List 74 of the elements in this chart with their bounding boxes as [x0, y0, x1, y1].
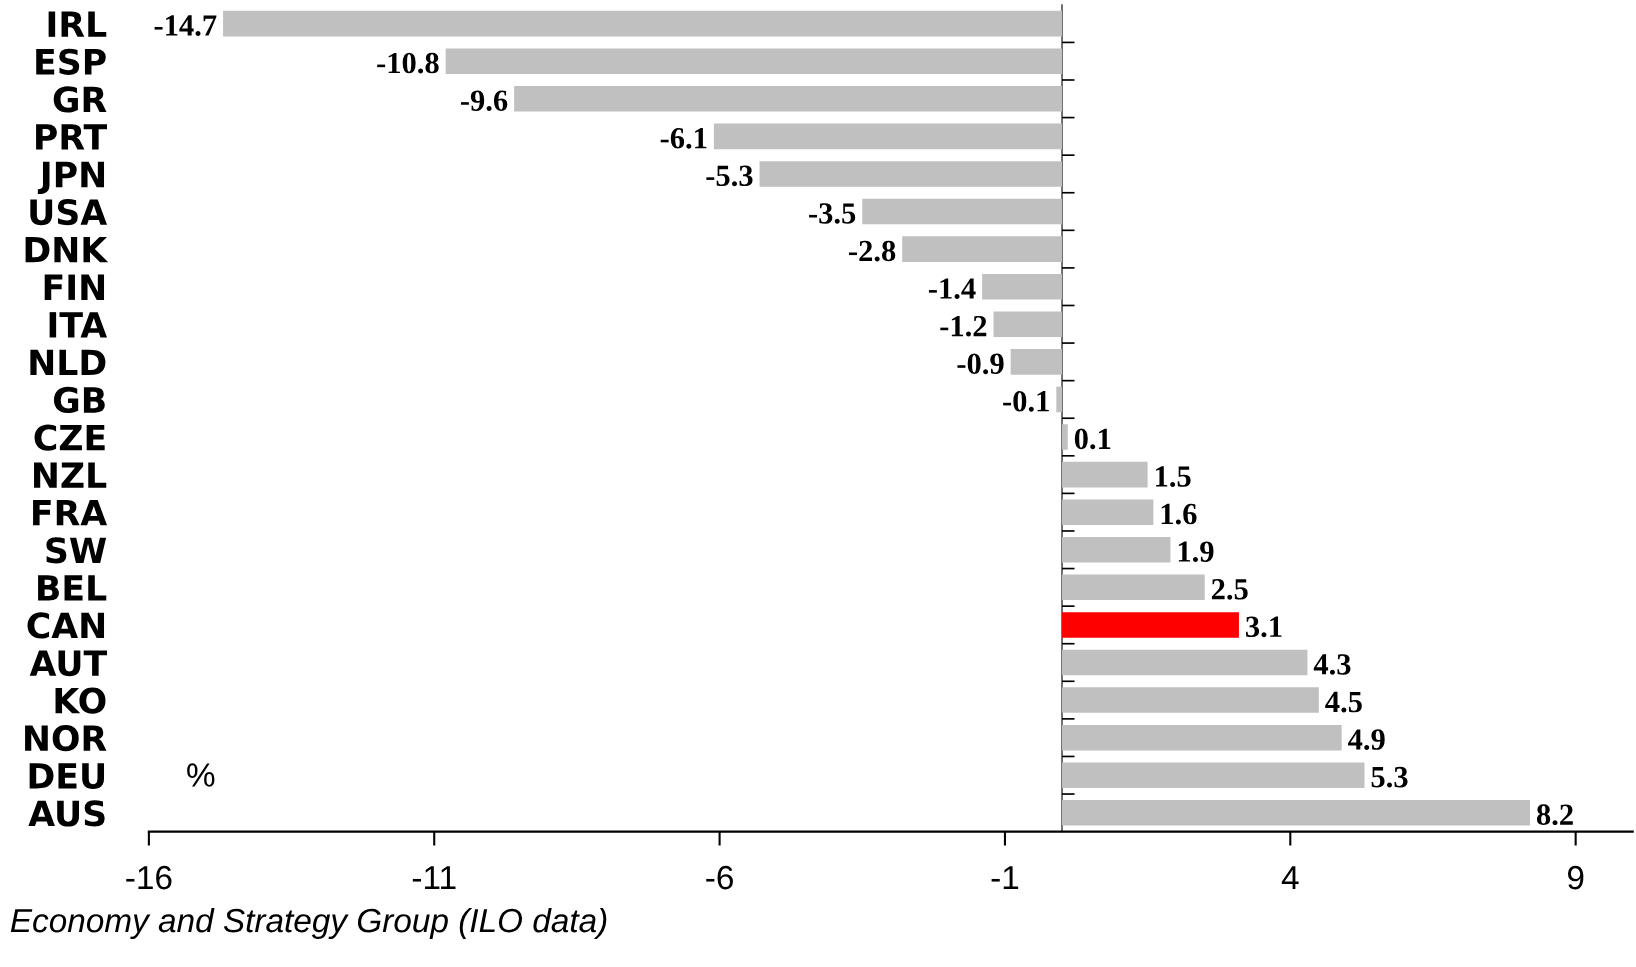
data-label: -14.7	[154, 15, 217, 36]
y-tick-label: KO	[55, 687, 106, 714]
x-tick-label: -6	[706, 865, 733, 890]
data-label: -1.4	[928, 278, 976, 299]
data-label: -5.3	[706, 165, 753, 187]
data-label: -3.5	[809, 203, 856, 224]
bar	[862, 198, 1063, 225]
y-tick-label: IRL	[48, 11, 107, 37]
y-tick-label: NZL	[34, 462, 107, 488]
data-label: -6.1	[660, 127, 707, 149]
data-label: 2.5	[1211, 578, 1248, 600]
y-tick-label: FIN	[44, 274, 105, 300]
data-label: -0.1	[1003, 390, 1049, 412]
x-tick-label: 9	[1567, 865, 1584, 890]
bar	[1062, 499, 1154, 525]
y-tick-label: SW	[46, 537, 107, 564]
bar	[902, 236, 1063, 262]
annotation: %	[187, 763, 215, 787]
bar	[1062, 536, 1171, 563]
y-tick-label: ESP	[36, 48, 106, 75]
data-label: 4.3	[1313, 654, 1351, 675]
bar	[223, 10, 1063, 37]
data-label: -9.6	[460, 90, 508, 112]
x-tick-label: -16	[126, 865, 172, 890]
y-tick-label: JPN	[37, 161, 105, 195]
data-label: -0.9	[957, 353, 1004, 375]
x-tick-label: -11	[412, 866, 456, 890]
y-tick-label: PRT	[36, 124, 108, 150]
y-tick-label: DEU	[29, 763, 105, 789]
data-label: -10.8	[377, 52, 439, 74]
data-label: 3.1	[1246, 616, 1282, 638]
bar	[1056, 386, 1063, 413]
data-label: 1.9	[1178, 541, 1214, 563]
y-tick-label: USA	[30, 198, 108, 226]
bar	[1062, 800, 1530, 826]
y-tick-label: GB	[53, 386, 105, 414]
bar	[993, 311, 1063, 338]
bar	[445, 48, 1063, 74]
bar	[1062, 762, 1365, 789]
data-label: 1.5	[1156, 466, 1191, 487]
data-label: -2.8	[849, 240, 896, 262]
y-tick-label: CZE	[34, 424, 105, 451]
bar	[1062, 612, 1239, 638]
bar	[1062, 687, 1319, 713]
y-tick-label: ITA	[49, 312, 108, 338]
y-tick-label: NLD	[30, 349, 106, 376]
y-tick-label: AUT	[29, 650, 108, 677]
bar	[1062, 724, 1342, 751]
data-label: 0.1	[1074, 428, 1111, 450]
y-tick-label: CAN	[27, 612, 105, 639]
bar	[1062, 649, 1308, 676]
data-label: 4.5	[1325, 691, 1362, 713]
data-label: -1.2	[940, 315, 987, 337]
text: Economy and Strategy Group (ILO data)	[10, 907, 607, 940]
x-tick-label: -1	[991, 866, 1019, 890]
y-tick-label: FRA	[33, 500, 108, 526]
y-tick-label: NOR	[25, 725, 107, 752]
data-label: 8.2	[1536, 804, 1573, 826]
x-tick-label: 4	[1281, 866, 1299, 890]
bar	[514, 86, 1063, 112]
y-tick-label: BEL	[38, 575, 107, 601]
data-label: 1.6	[1161, 503, 1197, 525]
bar	[759, 161, 1063, 187]
y-tick-label: GR	[53, 86, 107, 113]
data-label: 4.9	[1348, 729, 1385, 750]
bar	[1062, 461, 1148, 488]
bar	[1062, 574, 1205, 601]
y-tick-label: DNK	[25, 236, 109, 263]
data-label: 5.3	[1371, 766, 1408, 788]
bar	[982, 273, 1063, 300]
bar	[1010, 349, 1063, 375]
bar	[1062, 424, 1068, 450]
bar	[713, 123, 1063, 150]
y-tick-label: AUS	[28, 800, 105, 827]
